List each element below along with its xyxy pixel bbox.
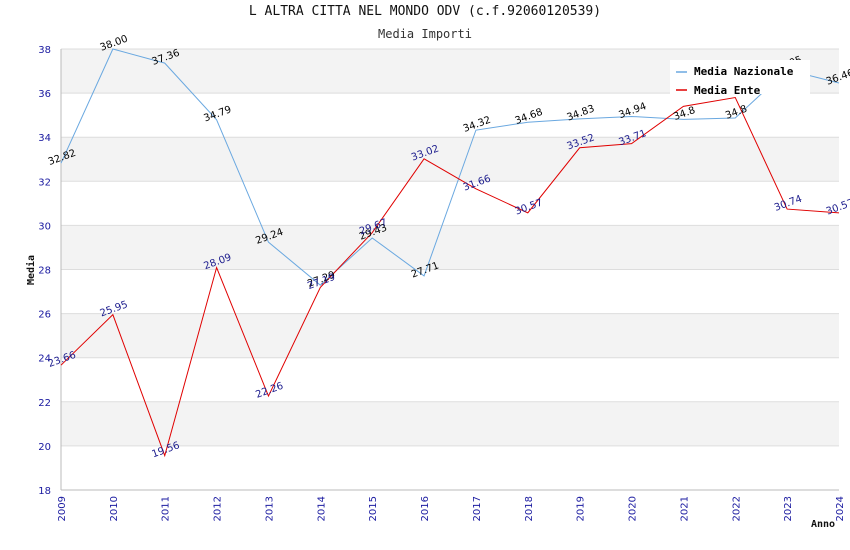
- y-tick-label: 36: [38, 89, 51, 100]
- grid-band: [61, 137, 839, 182]
- grid-band: [61, 93, 839, 138]
- series-line-media-ente: [60, 96, 840, 458]
- x-tick-label: 2012: [213, 496, 224, 521]
- y-tick-label: 30: [38, 221, 51, 232]
- grid-band: [61, 313, 839, 358]
- y-tick-label: 26: [38, 310, 51, 321]
- grid-band: [61, 269, 839, 314]
- legend-label-media-ente: Media Ente: [694, 84, 761, 97]
- x-axis-title: Anno: [811, 519, 835, 530]
- chart-title: L ALTRA CITTA NEL MONDO ODV (c.f.9206012…: [248, 4, 602, 19]
- x-tick-label: 2024: [835, 496, 846, 521]
- y-tick-label: 24: [38, 354, 51, 365]
- legend: Media Nazionale Media Ente: [670, 60, 810, 97]
- x-tick-label: 2022: [731, 496, 742, 521]
- y-tick-labels: 18 20 22 24 26 28 30 32 34 36 38: [38, 45, 51, 497]
- x-tick-label: 2015: [368, 496, 379, 521]
- y-tick-label: 20: [38, 442, 51, 453]
- y-tick-label: 38: [38, 45, 51, 56]
- y-tick-label: 32: [38, 177, 51, 188]
- x-tick-label: 2019: [576, 496, 587, 521]
- x-tick-label: 2021: [679, 496, 690, 521]
- x-tick-label: 2017: [472, 496, 483, 521]
- x-tick-label: 2020: [628, 496, 639, 521]
- x-tick-label: 2014: [316, 496, 327, 521]
- y-tick-label: 18: [38, 486, 51, 497]
- legend-label-media-nazionale: Media Nazionale: [694, 65, 794, 78]
- series-line-media-nazionale: [60, 48, 840, 286]
- y-axis-title: Media: [25, 255, 37, 285]
- x-tick-label: 2016: [420, 496, 431, 521]
- x-tick-label: 2010: [109, 496, 120, 521]
- x-tick-labels: 2009 2010 2011 2012 2013 2014 2015 2016 2017 2018…: [57, 496, 846, 521]
- x-tick-label: 2013: [264, 496, 275, 521]
- y-tick-label: 22: [38, 398, 51, 409]
- legend-background: [670, 60, 810, 94]
- x-tick-label: 2018: [524, 496, 535, 521]
- grid-band: [61, 445, 839, 490]
- x-tick-label: 2009: [57, 496, 68, 521]
- series-lines: [60, 48, 840, 458]
- chart-subtitle: Media Importi: [378, 27, 472, 41]
- grid-band: [61, 357, 839, 402]
- grid-band: [61, 225, 839, 270]
- x-tick-label: 2023: [783, 496, 794, 521]
- grid-band: [61, 401, 839, 446]
- y-tick-label: 28: [38, 266, 51, 277]
- y-tick-label: 34: [38, 133, 51, 144]
- x-tick-label: 2011: [161, 496, 172, 521]
